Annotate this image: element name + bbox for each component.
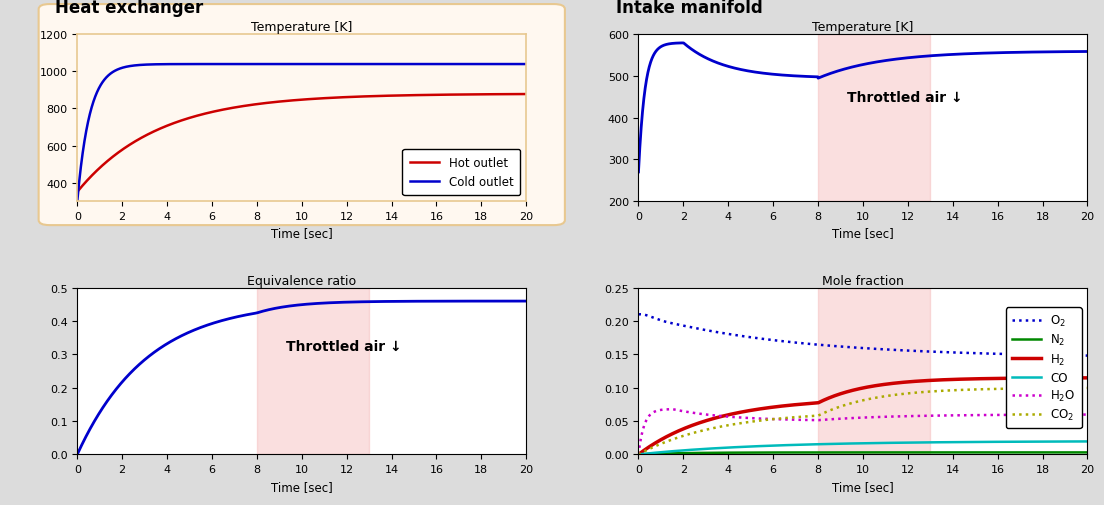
Cold outlet <box>520 62 533 68</box>
O$_2$ <box>634 312 647 318</box>
H$_2$O <box>631 451 645 458</box>
Title: Mole fraction: Mole fraction <box>822 274 904 287</box>
CO <box>1068 438 1081 444</box>
CO$_2$ <box>631 451 645 458</box>
Hot outlet <box>507 92 520 98</box>
Title: Equivalence ratio: Equivalence ratio <box>247 274 357 287</box>
Hot outlet <box>277 99 290 105</box>
Bar <box>818 35 931 201</box>
Title: Temperature [K]: Temperature [K] <box>251 21 352 34</box>
CO$_2$ <box>1068 385 1081 391</box>
CO <box>1081 438 1094 444</box>
H$_2$ <box>1081 375 1094 381</box>
H$_2$ <box>838 390 851 396</box>
H$_2$ <box>986 376 999 382</box>
Cold outlet <box>71 198 84 205</box>
H$_2$O <box>666 406 679 412</box>
N$_2$ <box>1068 449 1081 456</box>
H$_2$ <box>1068 375 1081 381</box>
O$_2$ <box>1081 353 1094 359</box>
Cold outlet <box>424 62 437 68</box>
Text: Throttled air ↓: Throttled air ↓ <box>286 339 402 353</box>
H$_2$O <box>655 407 668 413</box>
O$_2$ <box>631 312 645 318</box>
X-axis label: Time [sec]: Time [sec] <box>832 227 894 240</box>
H$_2$O <box>986 412 999 418</box>
Hot outlet <box>289 98 302 104</box>
H$_2$ <box>631 451 645 458</box>
Text: Throttled air ↓: Throttled air ↓ <box>847 91 963 105</box>
CO$_2$ <box>1081 385 1094 391</box>
H$_2$O <box>1068 412 1081 418</box>
N$_2$ <box>1081 449 1094 456</box>
Cold outlet <box>289 62 302 68</box>
N$_2$ <box>655 450 668 457</box>
Line: H$_2$: H$_2$ <box>638 378 1087 454</box>
H$_2$ <box>655 436 668 442</box>
H$_2$O <box>1081 412 1094 418</box>
X-axis label: Time [sec]: Time [sec] <box>832 480 894 493</box>
CO$_2$ <box>838 402 851 409</box>
Line: CO: CO <box>638 441 1087 454</box>
H$_2$ <box>1068 375 1081 381</box>
Text: Heat exchanger: Heat exchanger <box>55 0 203 17</box>
Line: O$_2$: O$_2$ <box>638 315 1087 356</box>
O$_2$ <box>1068 352 1081 359</box>
H$_2$ <box>850 386 863 392</box>
Line: Cold outlet: Cold outlet <box>77 65 527 201</box>
CO <box>631 451 645 458</box>
Line: N$_2$: N$_2$ <box>638 452 1087 454</box>
CO <box>838 441 851 447</box>
Line: Hot outlet: Hot outlet <box>77 95 527 192</box>
O$_2$ <box>850 345 863 351</box>
Bar <box>257 288 369 454</box>
X-axis label: Time [sec]: Time [sec] <box>270 227 332 240</box>
N$_2$ <box>1068 449 1081 456</box>
Cold outlet <box>507 62 520 68</box>
X-axis label: Time [sec]: Time [sec] <box>270 480 332 493</box>
CO <box>986 439 999 445</box>
Legend: O$_2$, N$_2$, H$_2$, CO, H$_2$O, CO$_2$: O$_2$, N$_2$, H$_2$, CO, H$_2$O, CO$_2$ <box>1006 308 1082 428</box>
Text: Intake manifold: Intake manifold <box>616 0 763 17</box>
N$_2$ <box>850 449 863 456</box>
CO <box>850 440 863 446</box>
Cold outlet <box>94 84 107 90</box>
O$_2$ <box>1068 352 1081 359</box>
Legend: Hot outlet, Cold outlet: Hot outlet, Cold outlet <box>403 150 520 196</box>
Hot outlet <box>424 92 437 98</box>
Line: H$_2$O: H$_2$O <box>638 409 1087 454</box>
O$_2$ <box>655 318 668 324</box>
H$_2$O <box>1068 412 1081 418</box>
CO$_2$ <box>655 441 668 447</box>
N$_2$ <box>631 451 645 458</box>
Hot outlet <box>71 189 84 195</box>
H$_2$O <box>850 415 863 421</box>
H$_2$O <box>838 416 851 422</box>
Hot outlet <box>94 165 107 171</box>
CO$_2$ <box>850 399 863 405</box>
CO <box>1068 438 1081 444</box>
CO$_2$ <box>1068 385 1081 391</box>
Bar <box>818 288 931 454</box>
Hot outlet <box>507 92 520 98</box>
CO$_2$ <box>986 386 999 392</box>
Cold outlet <box>277 62 290 68</box>
Hot outlet <box>520 92 533 98</box>
CO <box>655 449 668 456</box>
Title: Temperature [K]: Temperature [K] <box>813 21 914 34</box>
O$_2$ <box>986 351 999 357</box>
Cold outlet <box>507 62 520 68</box>
N$_2$ <box>986 449 999 456</box>
Cold outlet <box>518 62 531 68</box>
Line: CO$_2$: CO$_2$ <box>638 388 1087 454</box>
N$_2$ <box>838 449 851 456</box>
O$_2$ <box>838 344 851 350</box>
